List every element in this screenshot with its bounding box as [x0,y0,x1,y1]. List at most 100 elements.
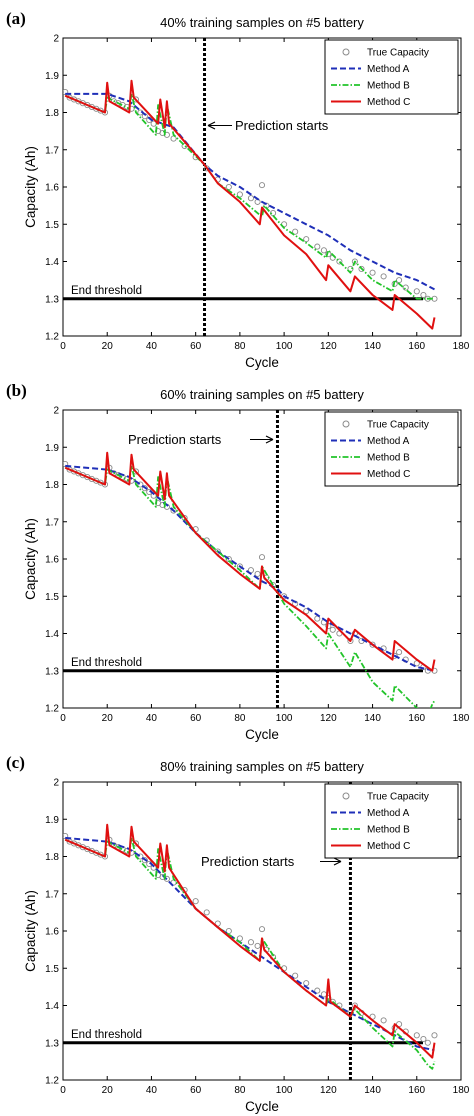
true-capacity-point [336,258,343,265]
x-tick-label: 160 [408,1085,425,1096]
true-capacity-point [254,942,261,949]
y-tick-label: 1.9 [45,443,59,454]
y-tick-label: 1.6 [45,183,59,194]
legend-entry-label: Method A [367,436,410,447]
true-capacity-point [369,269,376,276]
true-capacity-point [314,243,321,250]
series-line-method-b [64,465,436,708]
legend-entry-label: Method C [367,841,410,852]
x-tick-label: 40 [146,713,158,724]
x-tick-label: 100 [276,341,293,352]
panel-label: (b) [6,381,27,400]
y-tick-label: 1.3 [45,1038,59,1049]
x-tick-label: 100 [276,1085,293,1096]
chart-panel-b: (b) 60% training samples on #5 battery 0 20… [0,372,474,744]
series-line-method-c [64,451,436,672]
panel-label: (a) [6,9,26,28]
legend-marker-circle [342,792,350,800]
end-threshold-label: End threshold [71,285,142,297]
prediction-starts-label: Prediction starts [201,854,295,869]
x-tick-label: 60 [190,341,202,352]
y-tick-label: 1.8 [45,852,59,863]
end-threshold-label: End threshold [71,657,142,669]
true-capacity-point [320,247,327,254]
y-tick-label: 1.4 [45,257,59,268]
x-tick-label: 0 [60,713,66,724]
legend-entry-label: True Capacity [367,48,429,59]
plot-area [63,38,438,336]
x-tick-label: 40 [146,341,158,352]
true-capacity-point [329,626,336,633]
y-tick-label: 1.7 [45,145,59,156]
x-tick-label: 180 [453,341,470,352]
y-tick-label: 1.2 [45,332,59,343]
x-tick-label: 120 [320,1085,337,1096]
chart-panel-a: (a) 40% training samples on #5 battery 0 20… [0,0,474,372]
true-capacity-point [413,1032,420,1039]
x-tick-label: 160 [408,713,425,724]
prediction-arrow-head [207,121,216,130]
y-tick-label: 1.8 [45,480,59,491]
chart-title: 40% training samples on #5 battery [160,15,364,30]
x-tick-label: 140 [364,1085,381,1096]
legend-entry-label: Method A [367,808,410,819]
true-capacity-point [258,554,266,561]
prediction-arrow-head [333,857,342,866]
x-tick-label: 40 [146,1085,158,1096]
legend-entry-label: Method A [367,64,410,75]
true-capacity-point [420,1035,427,1043]
x-tick-label: 80 [234,1085,246,1096]
true-capacity-point [225,183,232,191]
true-capacity-point [292,228,299,235]
x-tick-label: 0 [60,341,66,352]
x-tick-label: 100 [276,713,293,724]
true-capacity-point [420,291,427,299]
y-tick-label: 1.2 [45,704,59,715]
y-tick-label: 1.4 [45,629,59,640]
legend-entry-label: Method B [367,81,410,92]
series-line-method-b [64,93,435,300]
y-tick-label: 2 [53,34,59,45]
true-capacity-point [314,987,321,994]
x-tick-label: 180 [453,1085,470,1096]
x-axis-label: Cycle [245,1099,279,1114]
true-capacity-point [369,641,376,648]
true-capacity-point [303,236,310,243]
legend-entry-label: Method C [367,469,410,480]
legend-entry-label: True Capacity [367,420,429,431]
series-line-method-a [65,836,435,1052]
y-axis-label: Capacity (Ah) [23,146,38,228]
y-tick-label: 2 [53,406,59,417]
true-capacity-point [137,853,144,860]
x-tick-label: 0 [60,1085,66,1096]
chart-panel-c: (c) 80% training samples on #5 battery 0 20… [0,744,474,1116]
y-axis-label: Capacity (Ah) [23,518,38,600]
x-axis-label: Cycle [245,727,279,742]
x-tick-label: 20 [102,1085,114,1096]
legend: True Capacity Method A Method B Method C [324,783,459,859]
true-capacity-point [247,195,254,202]
true-capacity-point [192,898,199,905]
y-tick-label: 1.7 [45,517,59,528]
legend-entry-label: Method C [367,97,410,108]
series-line-method-c [64,823,436,1059]
true-capacity-point [424,1039,431,1046]
x-tick-label: 140 [364,713,381,724]
x-tick-label: 180 [453,713,470,724]
y-tick-label: 1.9 [45,815,59,826]
y-tick-label: 1.3 [45,294,59,305]
x-axis-label: Cycle [245,355,279,370]
chart-title: 80% training samples on #5 battery [160,759,364,774]
y-tick-label: 1.2 [45,1076,59,1087]
true-capacity-point [254,570,261,577]
series-line-method-a [65,92,435,291]
true-capacity-point [351,258,358,265]
true-capacity-point [380,1017,387,1024]
true-capacity-point [203,909,210,916]
y-tick-label: 1.6 [45,555,59,566]
true-capacity-point [225,927,232,935]
true-capacity-point [358,265,365,273]
end-threshold-label: End threshold [71,1029,142,1041]
panel-label: (c) [6,753,25,772]
true-capacity-point [380,273,387,280]
